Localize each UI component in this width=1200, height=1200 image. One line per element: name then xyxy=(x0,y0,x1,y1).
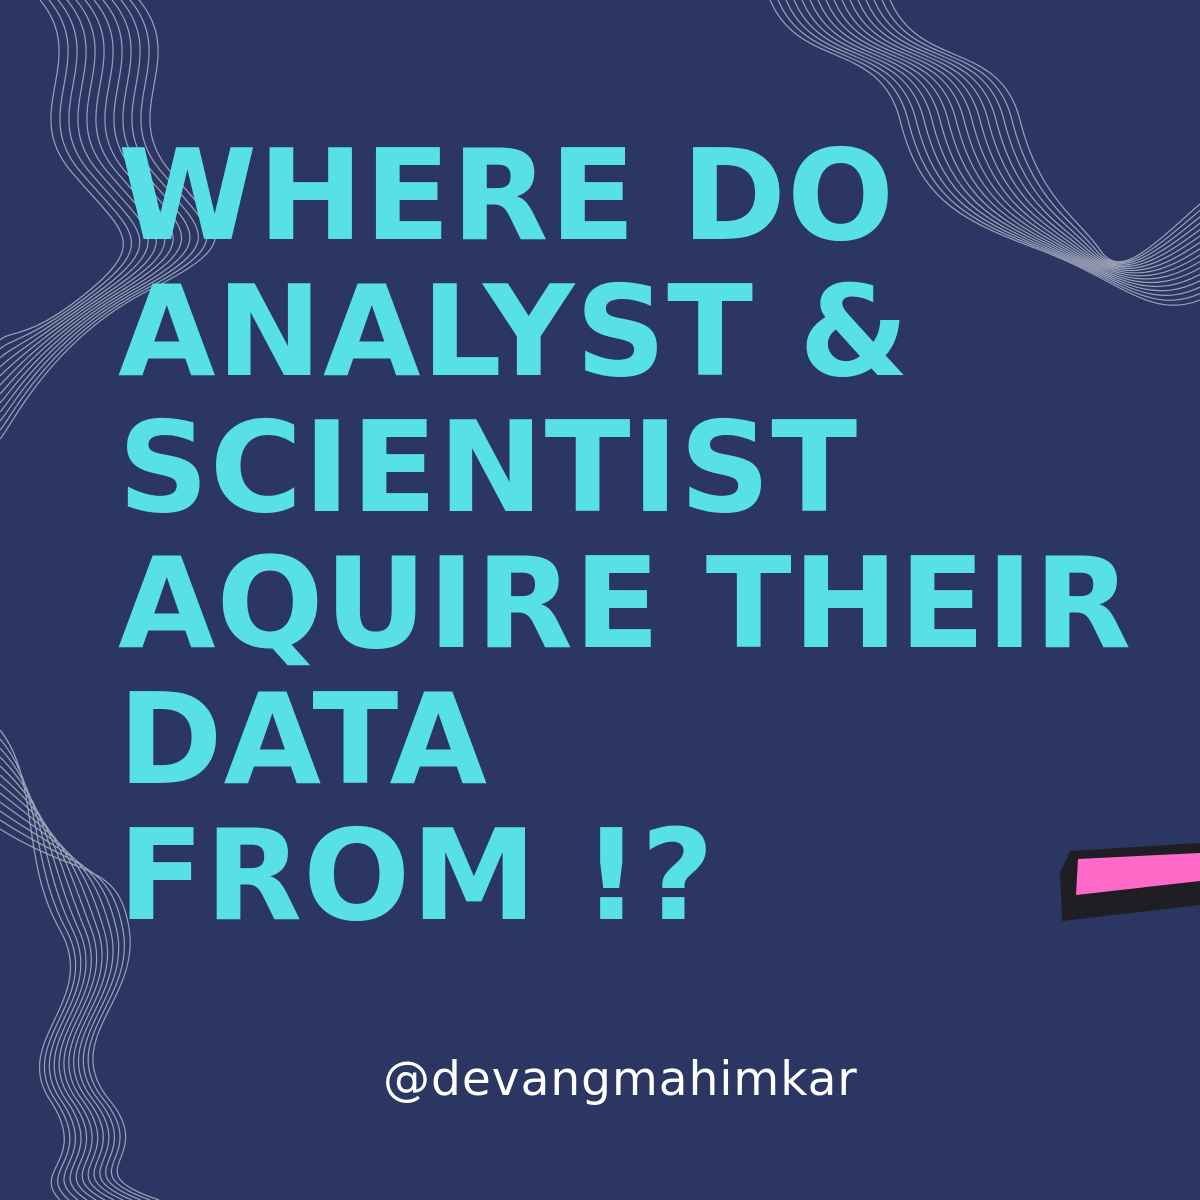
contour-line xyxy=(0,0,124,341)
contour-line xyxy=(777,0,1200,301)
contour-line xyxy=(0,0,191,413)
headline-line-4: AQUIRE THEIR xyxy=(118,530,1133,677)
contour-line xyxy=(841,0,1200,272)
contour-line xyxy=(0,765,97,1200)
contour-line xyxy=(0,0,183,404)
contour-line xyxy=(817,0,1200,280)
contour-line xyxy=(0,828,160,1200)
contour-line xyxy=(0,0,132,350)
contour-line xyxy=(857,0,1200,268)
contour-line xyxy=(0,0,157,377)
contour-line xyxy=(889,0,1200,263)
headline-line-1: WHERE DO xyxy=(118,122,896,269)
contour-line xyxy=(0,0,199,422)
contour-line xyxy=(849,0,1200,270)
contour-line xyxy=(881,0,1200,264)
contour-line xyxy=(793,0,1200,292)
contour-line xyxy=(873,0,1200,265)
contour-line xyxy=(0,756,88,1200)
contour-line xyxy=(769,0,1200,306)
contour-line xyxy=(0,819,151,1200)
contour-lines-bottom-left xyxy=(0,729,160,1200)
contour-line xyxy=(0,738,77,1200)
contour-line xyxy=(0,0,174,395)
headline-line-3: SCIENTIST xyxy=(118,394,859,541)
contour-line xyxy=(801,0,1200,288)
contour-line xyxy=(809,0,1200,284)
contour-line xyxy=(0,0,166,386)
contour-line xyxy=(0,774,106,1200)
contour-line xyxy=(785,0,1200,296)
contour-line xyxy=(0,0,208,431)
contour-line xyxy=(865,0,1200,266)
contour-line xyxy=(0,729,72,1200)
headline-line-6: FROM !? xyxy=(118,802,716,949)
contour-line xyxy=(825,0,1200,277)
marker-tip xyxy=(1076,853,1200,895)
highlighter-marker-icon xyxy=(1060,843,1200,921)
headline: WHERE DO ANALYST & SCIENTIST AQUIRE THEI… xyxy=(118,122,1133,949)
contour-line xyxy=(0,0,149,368)
contour-line xyxy=(833,0,1200,274)
headline-line-2: ANALYST & xyxy=(118,258,910,405)
contour-lines-top-right xyxy=(769,0,1200,306)
contour-line xyxy=(0,792,124,1200)
contour-line xyxy=(0,783,115,1200)
contour-lines-top-left xyxy=(0,0,216,440)
contour-line xyxy=(0,0,141,359)
headline-line-5: DATA xyxy=(118,666,489,813)
contour-line xyxy=(0,0,216,440)
author-handle: @devangmahimkar xyxy=(383,1052,858,1107)
